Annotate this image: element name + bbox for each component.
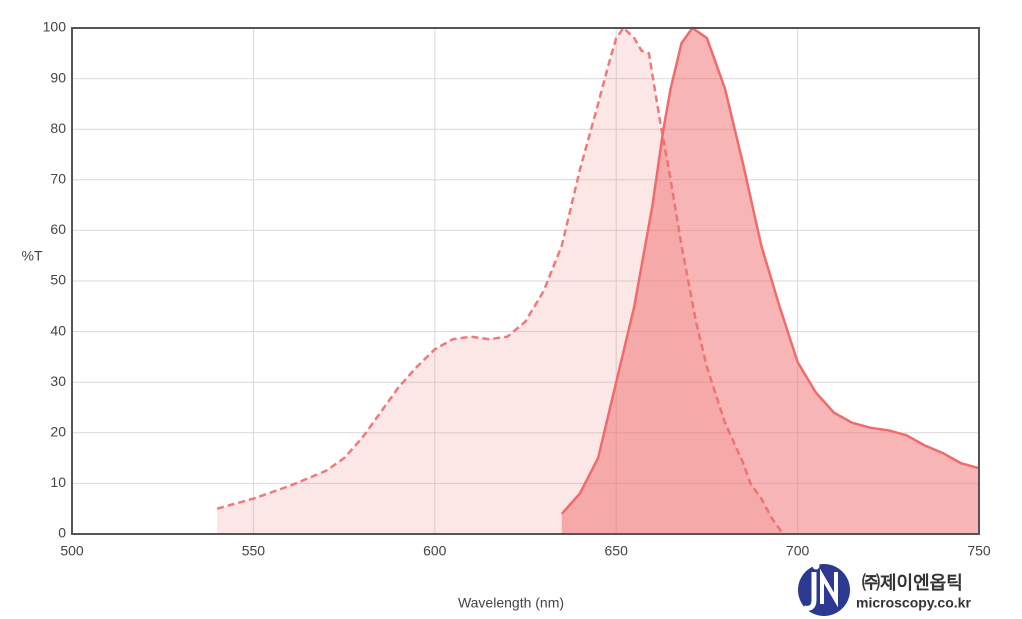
logo-j (803, 572, 817, 611)
y-tick-label: 10 (50, 474, 66, 490)
y-tick-label: 70 (50, 171, 66, 187)
company-name: ㈜제이엔옵틱 (862, 572, 963, 593)
y-tick-label: 30 (50, 373, 66, 389)
y-axis-label: %T (22, 248, 43, 264)
y-tick-label: 50 (50, 272, 66, 288)
logo: ㈜제이엔옵틱 microscopy.co.kr (798, 562, 971, 616)
y-tick-label: 20 (50, 424, 66, 440)
logo-dot (812, 562, 820, 570)
x-tick-label: 650 (605, 543, 629, 559)
website: microscopy.co.kr (856, 595, 971, 611)
x-tick-label: 600 (423, 543, 447, 559)
area (561, 28, 979, 534)
plot-border (71, 27, 980, 535)
line (560, 26, 980, 515)
x-tick-label: 500 (60, 543, 84, 559)
y-tick-label: 0 (58, 525, 66, 541)
logo-n (820, 568, 838, 608)
x-tick-label: 750 (967, 543, 991, 559)
y-tick-label: 90 (50, 69, 66, 85)
x-axis-label: Wavelength (nm) (458, 595, 564, 611)
x-tick-label: 550 (242, 543, 266, 559)
plot-area: 0 10 20 30 40 50 60 70 80 90 100 500 550 600 650 700 750 (43, 19, 991, 559)
x-tick-label: 700 (786, 543, 810, 559)
y-tick-label: 40 (50, 322, 66, 338)
y-tick-label: 100 (43, 19, 67, 35)
y-tick-label: 80 (50, 120, 66, 136)
y-tick-label: 60 (50, 221, 66, 237)
